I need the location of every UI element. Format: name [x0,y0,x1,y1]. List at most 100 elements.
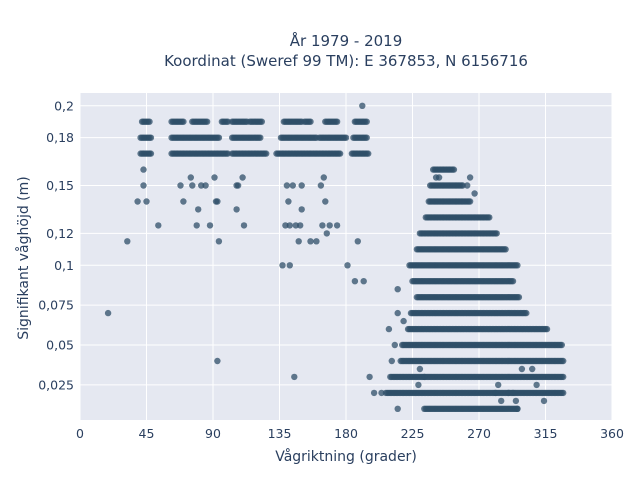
data-point [459,182,466,189]
data-point [298,182,305,189]
data-point [359,102,366,110]
data-point [336,150,344,157]
data-point [279,262,286,269]
x-tick-label: 270 [467,426,491,441]
data-point [323,230,330,237]
x-axis-title: Vågriktning (grader) [275,448,417,465]
data-point [416,365,424,373]
data-point [388,357,395,365]
data-point [560,373,567,381]
data-point [394,309,401,317]
data-point [239,174,246,181]
data-point [333,222,341,229]
y-tick-label: 0,15 [46,178,74,193]
data-point [193,222,200,229]
data-point [421,373,428,381]
data-point [206,222,214,229]
x-tick-label: 135 [268,426,292,441]
data-point [354,238,361,245]
chart-subtitle: Koordinat (Sweref 99 TM): E 367853, N 61… [164,52,528,70]
x-tick-label: 315 [534,426,558,441]
data-point [342,134,350,141]
x-tick-label: 360 [600,426,624,441]
data-point [495,381,502,389]
data-point [415,381,422,389]
data-point [140,166,147,173]
x-tick-label: 225 [401,426,425,441]
data-point [147,150,155,157]
data-point [351,278,359,285]
data-point [502,246,509,253]
x-tick-label: 0 [76,426,84,441]
data-point [466,198,474,205]
data-point [365,150,372,157]
data-point [283,182,291,189]
data-point [180,198,187,205]
data-point [124,238,131,245]
data-point [360,278,367,285]
data-point [285,198,292,205]
data-point [211,174,218,181]
data-point [298,206,305,213]
data-point [391,341,398,349]
x-tick-label: 90 [205,426,221,441]
data-point [518,365,526,373]
data-point [313,238,320,245]
data-points [104,102,567,412]
data-point [215,134,223,141]
data-point [515,294,523,301]
data-point [258,118,265,125]
data-point [286,262,293,269]
y-tick-label: 0,025 [38,377,74,392]
data-point [147,134,155,141]
data-point [344,262,351,269]
data-point [143,198,150,205]
data-point [155,222,162,229]
y-axis-title: Signifikant våghöjd (m) [15,176,32,339]
data-point [326,222,333,229]
data-point [214,198,221,205]
data-point [104,309,112,317]
y-tick-label: 0,05 [46,338,74,353]
data-point [366,373,373,381]
data-point [385,325,393,333]
data-point [558,341,565,349]
data-point [560,389,567,397]
y-tick-label: 0,12 [46,226,74,241]
data-point [317,182,325,189]
data-point [543,325,551,333]
y-tick-label: 0,1 [54,258,74,273]
data-point [257,134,264,141]
data-point [295,238,302,245]
data-point [297,222,304,229]
data-point [466,174,474,181]
data-point [514,405,521,412]
y-tick-label: 0,2 [54,98,74,113]
data-point [400,317,407,325]
data-point [307,238,314,245]
data-point [286,222,293,229]
data-point [509,278,517,285]
data-point [435,174,443,181]
data-point [195,206,202,213]
y-axis-ticks: 0,025 0,05 0,075 0,1 0,12 0,15 0,18 0,2 [38,98,74,392]
data-point [529,365,536,373]
x-tick-label: 180 [334,426,358,441]
data-point [512,397,520,405]
data-point [450,166,458,173]
data-point [307,118,314,125]
data-point [140,182,147,189]
data-point [363,134,370,141]
data-point [214,357,221,365]
data-point [560,357,567,365]
data-point [498,397,505,405]
data-point [240,222,248,229]
data-point [505,389,512,397]
data-point [493,230,500,237]
data-point [198,182,205,189]
data-point [322,198,329,205]
data-point [202,182,209,189]
data-point [540,397,548,405]
data-point [177,182,184,189]
